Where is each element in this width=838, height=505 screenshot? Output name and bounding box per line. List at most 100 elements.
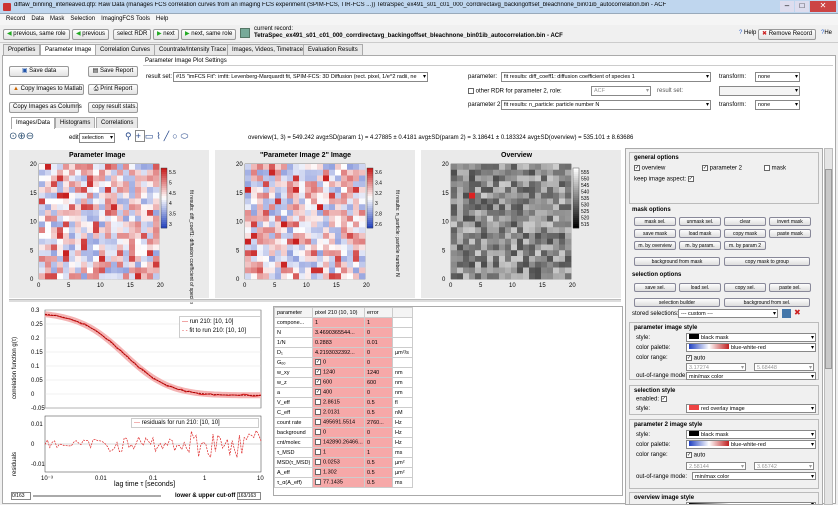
table-cell[interactable]: 0.5 — [364, 477, 393, 488]
scribble-icon[interactable]: ⌇ — [156, 131, 164, 141]
stored-selections-combo[interactable]: --- custom --- — [678, 309, 778, 318]
table-cell[interactable]: 600 — [364, 377, 393, 388]
parameter2-checkbox[interactable]: ✓ parameter 2 — [702, 165, 743, 172]
transform2-combo[interactable]: none — [755, 100, 800, 110]
selection-button[interactable]: copy sel. — [724, 283, 766, 292]
selection-style-combo[interactable]: red overlay image — [686, 404, 816, 413]
table-cell[interactable]: 1.302 — [312, 467, 365, 478]
upper-cutoff-spin[interactable]: 163/163 — [237, 492, 261, 500]
table-cell[interactable]: ✓ 1240 — [312, 367, 365, 378]
mask-button[interactable]: paste mask — [769, 229, 811, 238]
table-cell[interactable]: 0.01 — [364, 337, 393, 348]
lower-cutoff-slider[interactable] — [33, 495, 161, 497]
result-set-combo[interactable]: #15 "imFCS Fit": imfit: Levenberg-Marqua… — [173, 72, 428, 82]
subtab-histograms[interactable]: Histograms — [55, 117, 96, 128]
menu-selection[interactable]: Selection — [70, 16, 96, 22]
zoom-fit-icon[interactable]: ⊙ — [9, 131, 18, 142]
p2-range-max-input[interactable]: 3.65742 — [754, 462, 814, 470]
rectangle-icon[interactable]: ▭ — [144, 131, 157, 141]
table-cell[interactable]: 3.4690365544... — [312, 327, 365, 338]
save-selection-icon[interactable] — [782, 309, 791, 318]
table-row[interactable]: 1/N 0.2883 0.01 — [274, 337, 413, 348]
menu-data[interactable]: Data — [31, 16, 45, 22]
table-row[interactable]: C_eff 2.0131 0.5 nM — [274, 407, 413, 418]
table-cell[interactable]: 2760... — [364, 417, 393, 428]
minimize-button[interactable]: – — [780, 1, 794, 12]
maximize-button[interactable]: □ — [795, 1, 809, 12]
table-cell[interactable]: 1240 — [364, 367, 393, 378]
mask-button[interactable]: m. by param. — [679, 241, 721, 250]
other-rdr-checkbox[interactable]: other RDR for parameter 2, role: — [468, 88, 562, 95]
parameter-image-plot[interactable]: Parameter Image 5.5 5 4.5 4 3.5 3 0 0 5 5 10 10 15 15… — [9, 150, 209, 309]
magnifier-icon[interactable]: ⚲ — [125, 131, 135, 141]
menu-mask[interactable]: Mask — [50, 16, 65, 22]
parameter2-combo[interactable]: fit results: n_particle: particle number… — [501, 100, 711, 110]
mask-checkbox[interactable]: mask — [764, 165, 786, 172]
range-min-input[interactable]: 3.17274 — [686, 363, 746, 371]
zoom-in-icon[interactable]: ⊕ — [17, 131, 26, 142]
table-cell[interactable]: 495691.5514 — [312, 417, 365, 428]
close-button[interactable]: ✕ — [810, 1, 836, 12]
range-max-input[interactable]: 5.68448 — [754, 363, 814, 371]
menu-imagingfcs-tools[interactable]: ImagingFCS Tools — [101, 16, 150, 22]
p2-range-min-input[interactable]: 2.58144 — [686, 462, 746, 470]
table-cell[interactable]: ✓ 600 — [312, 377, 365, 388]
table-row[interactable]: τ_α(A_eff) 77.1435 0.5 ms — [274, 477, 413, 488]
keep-aspect-checkbox[interactable]: keep image aspect: ✓ — [634, 176, 694, 183]
subtab-images-data[interactable]: Images/Data — [11, 117, 56, 129]
table-cell[interactable]: 0.5 — [364, 467, 393, 478]
table-row[interactable]: background 0 0 Hz — [274, 427, 413, 438]
table-row[interactable]: compone... 1 1 — [274, 317, 413, 328]
table-cell[interactable]: 142890.26466... — [312, 437, 365, 448]
mask-button[interactable]: mask sel. — [634, 217, 676, 226]
overview-checkbox[interactable]: ✓ overview — [634, 165, 666, 172]
menu-help[interactable]: Help — [155, 16, 169, 22]
table-row[interactable]: count rate 495691.5514 2760... Hz — [274, 417, 413, 428]
next-button[interactable]: ▶ next — [153, 29, 179, 40]
table-cell[interactable]: 0.5 — [364, 457, 393, 468]
crosshair-icon[interactable]: + — [134, 130, 145, 142]
enabled-checkbox[interactable]: enabled: ✓ — [636, 396, 667, 403]
p2-auto-checkbox[interactable]: ✓ auto — [686, 452, 706, 459]
right-panel-scrollbar[interactable] — [824, 148, 833, 505]
p2-palette-combo[interactable]: blue-white-red — [686, 440, 816, 449]
tab-correlation-curves[interactable]: Correlation Curves — [95, 44, 156, 55]
table-cell[interactable]: 2.8615 — [312, 397, 365, 408]
table-row[interactable]: D₁ 4.2193032392... 0 µm²/s — [274, 347, 413, 358]
table-cell[interactable]: 0 — [364, 437, 393, 448]
table-cell[interactable]: 0 — [312, 427, 365, 438]
oor-combo[interactable]: min/max color — [686, 372, 816, 380]
edit-mode-combo[interactable]: selection — [79, 133, 115, 143]
previous-button[interactable]: ◀ previous — [72, 29, 109, 40]
table-cell[interactable]: 77.1435 — [312, 477, 365, 488]
mask-button[interactable]: invert mask — [769, 217, 811, 226]
correlation-plot[interactable]: 0.3 0.25 0.2 0.15 0.1 0.05 0 -0.05 0.01 0 -0.01 10⁻… — [9, 304, 267, 494]
table-cell[interactable]: 1 — [312, 317, 365, 328]
splitter[interactable] — [9, 299, 621, 302]
selection-builder-button[interactable]: selection builder — [634, 298, 720, 307]
table-cell[interactable]: 1 — [364, 447, 393, 458]
help2-button[interactable]: ?He — [821, 30, 833, 36]
next-same-role-button[interactable]: ▶ next, same role — [181, 29, 237, 40]
delete-selection-icon[interactable]: ✖ — [794, 308, 801, 317]
table-cell[interactable]: ✓ 0 — [312, 357, 365, 368]
table-cell[interactable]: 1 — [364, 317, 393, 328]
table-cell[interactable]: 0.0253 — [312, 457, 365, 468]
table-cell[interactable]: 0 — [364, 347, 393, 358]
table-cell[interactable]: 1 — [312, 447, 365, 458]
mask-button[interactable]: m. by param 2 — [724, 241, 766, 250]
selection-button[interactable]: load sel. — [679, 283, 721, 292]
copy-columns-button[interactable]: Copy Images as Columns — [9, 102, 82, 113]
parameter-table[interactable]: parameter pixel 210 (10, 10) error compone.… — [273, 306, 623, 496]
table-row[interactable]: N 3.4690365544... 0 — [274, 327, 413, 338]
zoom-out-icon[interactable]: ⊖ — [25, 131, 35, 142]
print-report-button[interactable]: ⎙ Print Report — [88, 84, 138, 95]
background-from-mask-button[interactable]: background from mask — [634, 257, 720, 266]
table-row[interactable]: A_eff 1.302 0.5 µm² — [274, 467, 413, 478]
table-row[interactable]: cnt/molec 142890.26466... 0 Hz — [274, 437, 413, 448]
overview-image-plot[interactable]: Overview 555 550 545 540 535 530 525 520 515 0 0 5 5… — [421, 150, 621, 298]
remove-record-button[interactable]: ✖ Remove Record — [758, 29, 817, 40]
ellipse-icon[interactable]: ⬭ — [180, 131, 192, 141]
help-button[interactable]: ? Help — [739, 30, 757, 36]
palette-combo[interactable]: blue-white-red — [686, 343, 816, 352]
